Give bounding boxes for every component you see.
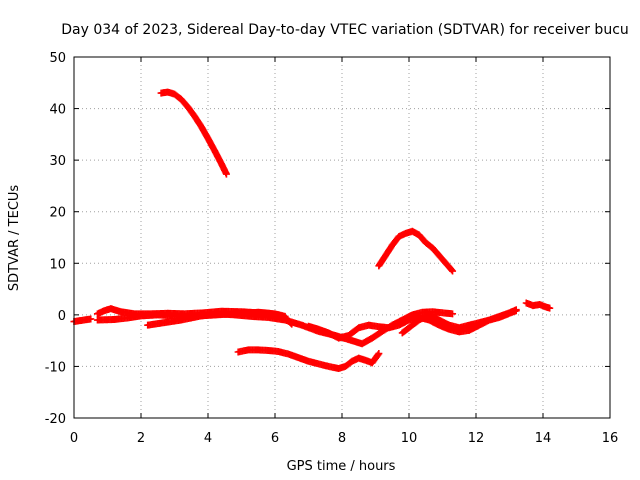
data-point (512, 307, 520, 315)
y-tick-label: -20 (45, 412, 66, 427)
data-point (448, 266, 456, 274)
series-track-10 (522, 299, 554, 312)
data-point (375, 350, 383, 358)
x-tick-label: 16 (602, 431, 619, 446)
y-tick-label: 40 (49, 103, 66, 118)
data-point (374, 351, 382, 359)
series-track-9 (398, 307, 520, 337)
x-tick-label: 4 (204, 431, 212, 446)
y-axis-label: SDTVAR / TECUs (7, 185, 22, 292)
y-tick-label: 30 (49, 154, 66, 169)
ticks: 0 2 4 6 8 10 12 14 16 -20 -10 0 10 20 30 40 50 (45, 51, 619, 446)
data-point (449, 267, 457, 275)
y-tick-label: -10 (45, 360, 66, 375)
data-point (87, 315, 95, 323)
x-tick-label: 6 (271, 431, 279, 446)
y-tick-label: 10 (49, 257, 66, 272)
x-tick-label: 2 (137, 431, 145, 446)
series-track-2 (375, 227, 457, 275)
x-tick-label: 10 (401, 431, 418, 446)
data-point (449, 310, 457, 318)
x-tick-label: 8 (338, 431, 346, 446)
x-axis-label: GPS time / hours (287, 459, 396, 474)
y-tick-label: 50 (49, 51, 66, 66)
grid (74, 57, 610, 418)
series-track-8 (234, 346, 383, 372)
data-points (70, 88, 554, 372)
data-point (546, 304, 554, 312)
x-tick-label: 12 (468, 431, 485, 446)
plot-frame (73, 56, 611, 419)
data-point (222, 170, 230, 178)
x-tick-label: 0 (70, 431, 78, 446)
y-tick-label: 0 (58, 309, 66, 324)
series-track-1 (157, 88, 230, 178)
chart-title: Day 034 of 2023, Sidereal Day-to-day VTE… (61, 22, 629, 38)
y-tick-label: 20 (49, 206, 66, 221)
x-tick-label: 14 (535, 431, 552, 446)
